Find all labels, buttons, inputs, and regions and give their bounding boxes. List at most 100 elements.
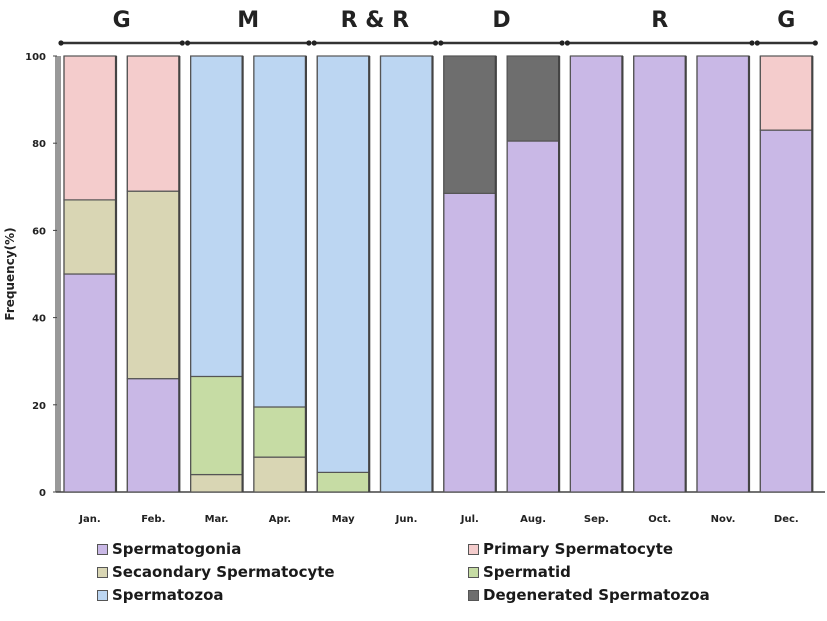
segment-spermatogonia [696,55,750,493]
x-tick-label: Aug. [520,514,546,525]
y-tick-label: 0 [39,488,46,499]
segment-spermatogonia [443,192,497,493]
segment-spermatogonia [633,55,687,493]
legend-item-spermatid: Spermatid [468,563,571,581]
phase-arrow-end [432,40,439,46]
x-tick-label: Dec. [774,514,799,525]
phase-g: G [58,8,185,46]
y-axis-label: Frequency(%) [3,227,17,320]
segment-spermatozoa [379,55,434,493]
bar-sep [569,55,624,493]
bar-jan [63,55,118,493]
legend-item-degenerated-spermatozoa: Degenerated Spermatozoa [468,586,710,604]
segment-primary-spermatocyte [759,55,813,131]
phase-label: R [651,8,668,33]
phase-m: M [185,8,312,46]
phase-arrow-start [754,40,760,46]
phase-d: D [438,8,565,46]
phase-label: D [492,8,510,33]
phase-g: G [754,8,818,46]
legend-swatch [97,566,108,578]
x-tick-label: Apr. [269,514,291,525]
phase-arrow-start [58,40,64,46]
bar-oct [633,55,687,493]
y-tick-label: 40 [32,314,46,325]
phase-r-r: R & R [311,8,439,46]
legend-swatch [468,589,479,601]
phase-arrow-end [306,40,312,46]
x-tick-label: Sep. [584,514,609,525]
segment-spermatozoa [253,55,307,408]
x-tick-label: Nov. [711,514,736,525]
segment-spermatogonia [506,140,560,493]
x-tick-label: Mar. [205,514,229,525]
y-tick-label: 100 [25,52,46,63]
x-tick-label: Jun. [395,514,418,525]
phase-arrow-end [179,40,185,46]
phase-arrow-start [438,40,444,46]
phase-arrow-start [185,40,191,46]
bar-jul [443,55,497,493]
legend-label: Secaondary Spermatocyte [112,563,335,581]
legend-item-secaondary-spermatocyte: Secaondary Spermatocyte [97,563,335,581]
phase-arrow-end [559,40,565,46]
x-tick-label: Feb. [141,514,165,525]
legend-label: Spermatozoa [112,586,224,604]
legend-label: Degenerated Spermatozoa [483,586,710,604]
segment-spermatid [253,406,307,458]
x-tick-label: Jul. [460,514,479,525]
segment-spermatogonia [63,273,117,493]
segment-spermatozoa [316,55,370,473]
phase-label: R & R [341,8,409,33]
phase-label: M [237,8,259,33]
bar-nov [696,55,751,493]
y-tick-label: 60 [32,226,46,237]
y-tick-label: 20 [32,401,46,412]
segment-secaondary-spermatocyte [63,199,117,275]
legend-item-primary-spermatocyte: Primary Spermatocyte [468,540,673,558]
phase-label: G [113,8,131,33]
segment-secaondary-spermatocyte [190,473,244,493]
phase-arrow-start [311,40,317,46]
y-tick-label: 80 [32,139,46,150]
bar-aug [506,55,561,493]
phase-arrow-end [812,40,818,46]
segment-primary-spermatocyte [126,55,180,192]
segment-spermatogonia [569,55,624,493]
x-tick-label: May [332,514,355,525]
segment-degenerated-spermatozoa [443,55,497,194]
segment-spermatozoa [190,55,244,378]
legend-swatch [468,566,479,578]
bar-jun [379,55,434,493]
segment-spermatogonia [126,378,180,493]
legend-swatch [97,543,108,555]
bar-mar [190,55,244,493]
bar-may [316,55,371,493]
legend-swatch [468,543,479,555]
bar-feb [126,55,181,493]
bars [63,55,814,493]
legend-item-spermatozoa: Spermatozoa [97,586,224,604]
x-axis: Jan. Feb. Mar. Apr. May Jun. Jul. Aug. Sep. Oct. N… [78,514,798,525]
legend-item-spermatogonia: Spermatogonia [97,540,241,558]
phase-arrow-end [749,40,755,46]
segment-secaondary-spermatocyte [126,190,180,380]
legend-label: Spermatid [483,563,571,581]
legend-label: Primary Spermatocyte [483,540,674,558]
legend-swatch [97,589,108,601]
legend-label: Spermatogonia [112,540,242,558]
segment-spermatid [190,375,244,476]
segment-spermatid [316,471,370,493]
bar-dec [759,55,814,493]
bar-apr [253,55,307,493]
x-tick-label: Oct. [648,514,671,525]
segment-primary-spermatocyte [63,55,117,201]
segment-secaondary-spermatocyte [253,456,307,493]
phase-r: R [564,8,755,46]
segment-spermatogonia [759,129,813,493]
segment-degenerated-spermatozoa [506,55,560,142]
phase-arrow-start [564,40,571,46]
x-tick-label: Jan. [78,514,100,525]
